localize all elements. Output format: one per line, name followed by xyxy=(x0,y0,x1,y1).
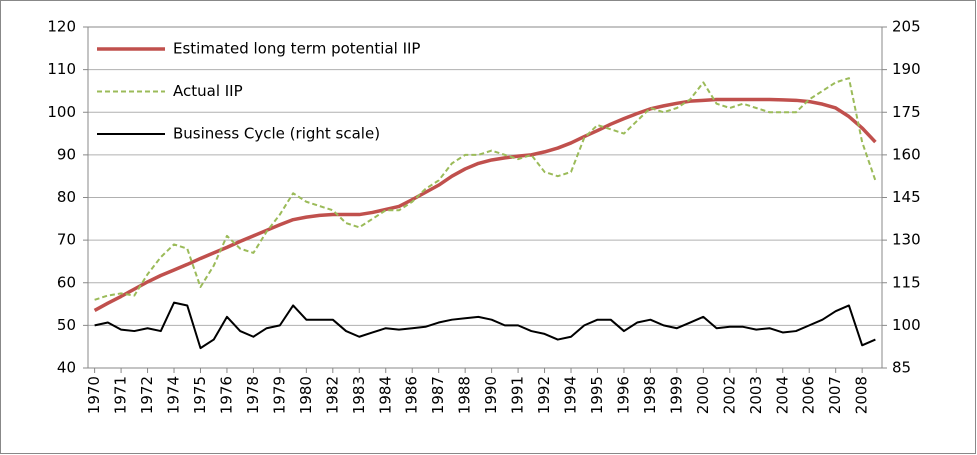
legend-label: Actual IIP xyxy=(173,82,243,100)
y-tick-label: 90 xyxy=(57,145,76,163)
y-tick-label: 80 xyxy=(57,188,76,206)
y-tick-label: 40 xyxy=(57,359,76,377)
y-tick-label: 120 xyxy=(47,18,76,36)
series-line xyxy=(94,77,877,301)
x-tick-label: 1970 xyxy=(85,376,103,414)
plot-area xyxy=(87,26,883,369)
x-tick-label: 1988 xyxy=(456,376,474,414)
x-tick-label: 1996 xyxy=(614,376,632,414)
x-tick-label: 1980 xyxy=(297,376,315,414)
series-line xyxy=(93,97,877,312)
y2-tick-label: 175 xyxy=(892,103,921,121)
legend-label: Business Cycle (right scale) xyxy=(173,125,380,143)
y2-tick-label: 85 xyxy=(892,359,911,377)
x-tick-label: 1986 xyxy=(403,376,421,414)
legend-label: Estimated long term potential IIP xyxy=(173,40,420,58)
x-tick-label: 1999 xyxy=(667,376,685,414)
series-line xyxy=(94,301,876,350)
y2-tick-label: 205 xyxy=(892,18,921,36)
x-tick-label: 1984 xyxy=(376,376,394,414)
x-tick-label: 2006 xyxy=(800,376,818,414)
y-tick-label: 60 xyxy=(57,273,76,291)
x-tick-label: 1982 xyxy=(323,376,341,414)
y-tick-label: 100 xyxy=(47,103,76,121)
x-tick-label: 1972 xyxy=(138,376,156,414)
x-tick-label: 1990 xyxy=(482,376,500,414)
x-tick-label: 1991 xyxy=(509,376,527,414)
y-tick-label: 70 xyxy=(57,231,76,249)
x-tick-label: 1987 xyxy=(429,376,447,414)
y-tick-label: 110 xyxy=(47,60,76,78)
x-tick-label: 1971 xyxy=(112,376,130,414)
x-tick-label: 1994 xyxy=(562,376,580,414)
y2-tick-label: 160 xyxy=(892,145,921,163)
x-tick-label: 2000 xyxy=(694,376,712,414)
x-tick-label: 1979 xyxy=(270,376,288,414)
x-tick-label: 2003 xyxy=(747,376,765,414)
x-tick-label: 1995 xyxy=(588,376,606,414)
x-tick-label: 2007 xyxy=(826,376,844,414)
x-tick-label: 1974 xyxy=(165,376,183,414)
x-tick-label: 1992 xyxy=(535,376,553,414)
x-tick-label: 2008 xyxy=(853,376,871,414)
x-tick-label: 1983 xyxy=(350,376,368,414)
x-tick-label: 1978 xyxy=(244,376,262,414)
y2-tick-label: 130 xyxy=(892,231,921,249)
y2-tick-label: 115 xyxy=(892,273,921,291)
y2-tick-label: 145 xyxy=(892,188,921,206)
x-tick-label: 1998 xyxy=(641,376,659,414)
y2-tick-label: 190 xyxy=(892,60,921,78)
y-tick-label: 50 xyxy=(57,316,76,334)
x-tick-label: 2004 xyxy=(773,376,791,414)
y2-tick-label: 100 xyxy=(892,316,921,334)
x-tick-label: 1976 xyxy=(217,376,235,414)
x-tick-label: 2002 xyxy=(720,376,738,414)
x-tick-label: 1975 xyxy=(191,376,209,414)
